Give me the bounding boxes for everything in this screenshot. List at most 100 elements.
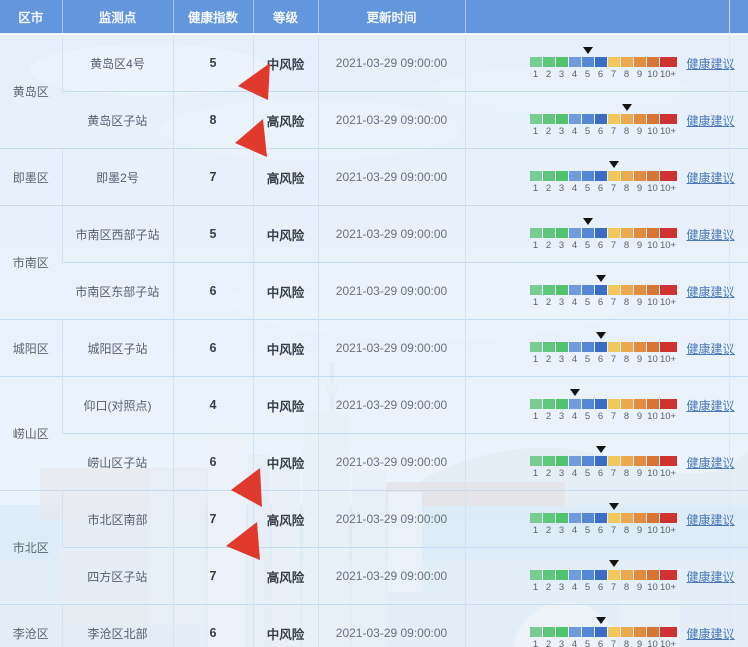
health-advice-link[interactable]: 健康建议 (686, 569, 735, 584)
scale-segment (581, 227, 594, 238)
health-advice-link[interactable]: 健康建议 (686, 284, 735, 299)
scale-tick-label: 3 (558, 638, 565, 647)
scale-tick-label: 4 (571, 296, 578, 308)
scale-tick-label: 7 (610, 638, 617, 647)
scale-segment (607, 284, 620, 295)
scale-segment (594, 455, 607, 466)
scale-tick-label: 7 (610, 581, 617, 593)
time-cell: 2021-03-29 09:00:00 (317, 547, 465, 605)
scale-segment (594, 398, 607, 409)
scale-segment (646, 227, 659, 238)
scale-tick-label: 10+ (659, 524, 677, 536)
scale-tick-label: 3 (558, 68, 565, 80)
health-advice-link[interactable]: 健康建议 (686, 398, 735, 413)
scale-segment (633, 170, 646, 181)
scale-segment (620, 56, 633, 67)
scale-segment (568, 341, 581, 352)
scale-tick-label: 9 (636, 410, 643, 422)
scale-numbers: 1 2 3 4 5 6 7 8 9 10 10+ (530, 523, 677, 536)
scale-segment (594, 341, 607, 352)
scale-tick-label: 1 (532, 296, 539, 308)
health-scale: 1 2 3 4 5 6 7 8 9 10 10+ 健康建议 (466, 616, 748, 647)
district-cell: 李沧区 (0, 604, 62, 647)
health-advice-link[interactable]: 健康建议 (686, 56, 735, 71)
scale-marker-icon (582, 217, 593, 225)
scale-tick-label: 10 (647, 125, 658, 137)
scale-tick-label: 2 (545, 68, 552, 80)
scale-tick-label: 9 (636, 467, 643, 479)
scale-segment (555, 512, 568, 523)
scale-tick-label: 1 (532, 239, 539, 251)
scale-cell: 1 2 3 4 5 6 7 8 9 10 10+ 健康建议 (464, 376, 748, 434)
scale-segment (633, 113, 646, 124)
scale-segment (542, 113, 555, 124)
scale-tick-label: 1 (532, 638, 539, 647)
scale-segment (633, 227, 646, 238)
health-scale: 1 2 3 4 5 6 7 8 9 10 10+ 健康建议 (466, 445, 748, 479)
station-cell: 市南区西部子站 (61, 205, 173, 263)
health-advice-link[interactable]: 健康建议 (686, 170, 735, 185)
scale-tick-label: 4 (571, 239, 578, 251)
health-advice-link[interactable]: 健康建议 (686, 626, 735, 641)
scale-tick-label: 10 (647, 467, 658, 479)
scale-tick-label: 5 (584, 467, 591, 479)
scale-tick-label: 7 (610, 467, 617, 479)
scale-segment (633, 626, 646, 637)
scale-tick-label: 1 (532, 68, 539, 80)
health-advice-link[interactable]: 健康建议 (686, 455, 735, 470)
time-cell: 2021-03-29 09:00:00 (317, 433, 465, 491)
scale-segment (594, 512, 607, 523)
health-advice-link[interactable]: 健康建议 (686, 341, 735, 356)
scale-segment (646, 284, 659, 295)
scale-tick-label: 3 (558, 467, 565, 479)
scale-tick-label: 3 (558, 524, 565, 536)
scale-numbers: 1 2 3 4 5 6 7 8 9 10 10+ (530, 124, 677, 137)
scale-segment (646, 626, 659, 637)
scale-tick-label: 9 (636, 68, 643, 80)
scale-segment (542, 341, 555, 352)
scale-tick-label: 9 (636, 638, 643, 647)
scale-segment (659, 56, 677, 67)
scale-tick-label: 8 (623, 638, 630, 647)
scale-segment (646, 113, 659, 124)
scale-tick-label: 4 (571, 581, 578, 593)
scale-tick-label: 9 (636, 296, 643, 308)
scale-segment (659, 626, 677, 637)
district-cell: 黄岛区 (0, 33, 62, 149)
scale-bar (529, 569, 677, 580)
scale-tick-label: 8 (623, 239, 630, 251)
scale-segment (529, 626, 542, 637)
scale-tick-label: 9 (636, 524, 643, 536)
scale-cell: 1 2 3 4 5 6 7 8 9 10 10+ 健康建议 (464, 547, 748, 605)
scale-tick-label: 6 (597, 467, 604, 479)
scale-tick-label: 9 (636, 125, 643, 137)
scale-tick-label: 10 (647, 182, 658, 194)
scale-segment (542, 626, 555, 637)
scale-numbers: 1 2 3 4 5 6 7 8 9 10 10+ (530, 352, 677, 365)
scale-bar-stack: 1 2 3 4 5 6 7 8 9 10 10+ (529, 274, 677, 308)
scale-segment (646, 341, 659, 352)
index-cell: 6 (172, 262, 253, 320)
scale-segment (542, 569, 555, 580)
health-advice-link[interactable]: 健康建议 (686, 113, 735, 128)
scale-tick-label: 2 (545, 353, 552, 365)
scale-bar (529, 56, 677, 67)
health-advice-link[interactable]: 健康建议 (686, 512, 735, 527)
scale-segment (594, 569, 607, 580)
scale-tick-label: 1 (532, 581, 539, 593)
scale-segment (555, 170, 568, 181)
scale-tick-label: 8 (623, 410, 630, 422)
scale-segment (607, 455, 620, 466)
scale-tick-label: 1 (532, 125, 539, 137)
health-advice-link[interactable]: 健康建议 (686, 227, 735, 242)
scale-segment (620, 398, 633, 409)
health-scale: 1 2 3 4 5 6 7 8 9 10 10+ 健康建议 (466, 502, 748, 536)
scale-marker-icon (595, 331, 606, 339)
index-cell: 6 (172, 319, 253, 377)
scale-tick-label: 3 (558, 353, 565, 365)
scale-tick-label: 9 (636, 182, 643, 194)
